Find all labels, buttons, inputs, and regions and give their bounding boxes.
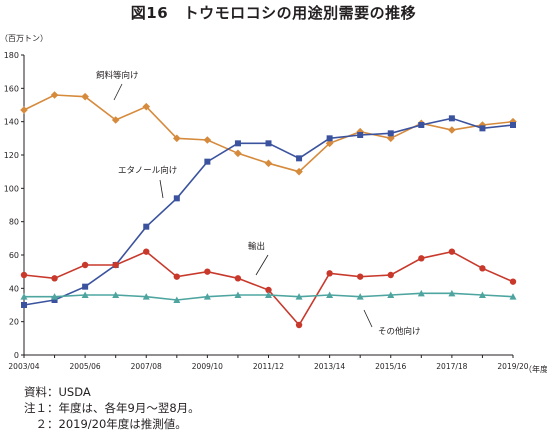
data-point-circle — [112, 261, 119, 269]
series-label: 輸出 — [248, 241, 265, 252]
data-point-triangle — [203, 293, 211, 300]
x-tick-label: 2017/18 — [436, 362, 467, 371]
y-tick-label: 0 — [14, 351, 19, 360]
series-label: エタノール向け — [118, 165, 177, 176]
data-point-circle — [509, 278, 517, 285]
data-point-square — [418, 122, 425, 128]
data-point-square — [387, 130, 394, 137]
data-point-triangle — [295, 293, 303, 300]
x-tick-label: 2011/12 — [253, 362, 284, 371]
x-tick-label: 2013/14 — [314, 362, 345, 371]
data-point-triangle — [265, 291, 272, 298]
data-point-triangle — [326, 291, 334, 298]
data-point-square — [143, 223, 150, 230]
series-label-leader — [159, 179, 164, 199]
y-tick-label: 40 — [9, 284, 19, 293]
data-point-diamond — [448, 126, 456, 134]
data-point-diamond — [386, 134, 395, 143]
y-axis-title: （百万トン） — [0, 34, 48, 43]
data-point-diamond — [325, 139, 334, 148]
data-point-circle — [234, 275, 242, 282]
data-point-circle — [356, 273, 364, 280]
data-point-diamond — [295, 167, 303, 176]
chart-title: 図16 トウモロコシの用途別需要の推移 — [130, 4, 417, 22]
data-point-triangle — [448, 289, 456, 297]
y-tick-label: 60 — [9, 251, 19, 260]
data-point-diamond — [142, 102, 151, 111]
data-point-square — [51, 297, 58, 303]
data-point-circle — [448, 248, 456, 255]
data-point-square — [510, 122, 516, 128]
data-point-square — [296, 155, 303, 162]
data-point-square — [326, 135, 333, 142]
y-tick-label: 80 — [9, 218, 19, 227]
x-tick-label: 2015/16 — [375, 362, 406, 371]
data-point-square — [479, 125, 486, 132]
data-point-circle — [418, 255, 425, 262]
data-point-triangle — [478, 291, 486, 298]
fiscal-year-note: 注１：年度は、各年9月～翌8月。 — [24, 401, 200, 415]
data-point-circle — [143, 248, 150, 255]
y-tick-label: 140 — [4, 118, 19, 127]
y-tick-label: 180 — [4, 51, 19, 60]
data-point-triangle — [81, 291, 89, 298]
data-point-square — [82, 283, 89, 290]
x-tick-label: 2003/04 — [8, 362, 39, 371]
data-point-square — [21, 302, 27, 308]
y-tick-label: 120 — [4, 151, 19, 160]
x-tick-label: 2007/08 — [131, 362, 162, 371]
data-point-triangle — [387, 291, 395, 298]
data-point-square — [234, 140, 241, 147]
y-tick-label: 160 — [4, 84, 19, 93]
data-point-circle — [265, 286, 272, 294]
y-tick-label: 100 — [4, 184, 19, 193]
data-point-square — [448, 115, 455, 122]
data-point-diamond — [234, 149, 242, 158]
data-point-diamond — [173, 134, 181, 143]
data-point-square — [204, 158, 211, 165]
series-label-leader — [363, 309, 373, 328]
data-point-triangle — [417, 289, 425, 297]
data-point-triangle — [356, 293, 364, 300]
data-point-diamond — [111, 116, 120, 124]
data-point-diamond — [81, 92, 89, 101]
data-point-triangle — [20, 293, 28, 300]
data-point-square — [357, 132, 364, 138]
line-chart: 0 20 40 60 80 100 120 140 160 180 2003/04 2005/06 20… — [0, 34, 547, 374]
data-point-diamond — [50, 91, 59, 99]
chart-notes: 資料：USDA 注１：年度は、各年9月～翌8月。 ２：2019/20年度は推測値… — [24, 384, 200, 432]
data-point-triangle — [112, 291, 120, 298]
data-point-circle — [204, 268, 211, 275]
source-note: 資料：USDA — [24, 385, 91, 399]
data-point-diamond — [264, 159, 273, 168]
data-point-circle — [387, 271, 394, 279]
data-point-triangle — [234, 291, 242, 298]
data-point-square — [265, 140, 272, 147]
x-tick-label: 2019/20 — [497, 362, 528, 371]
data-point-circle — [20, 271, 28, 279]
series-label: その他向け — [378, 326, 421, 337]
estimate-note: ２：2019/20年度は推測値。 — [24, 417, 187, 431]
x-tick-label: 2009/10 — [192, 362, 223, 371]
x-axis-title: （年度） — [524, 364, 547, 374]
data-point-triangle — [173, 296, 181, 303]
data-point-triangle — [142, 293, 150, 300]
data-point-diamond — [203, 136, 212, 144]
series-label: 飼料等向け — [96, 70, 139, 81]
data-point-circle — [479, 265, 486, 272]
data-point-circle — [295, 321, 303, 329]
y-tick-label: 20 — [9, 318, 19, 327]
data-point-triangle — [509, 293, 517, 300]
data-point-triangle — [51, 293, 59, 300]
data-point-circle — [51, 275, 58, 282]
data-point-circle — [81, 261, 89, 269]
data-point-circle — [326, 270, 333, 277]
data-point-square — [173, 195, 180, 202]
series-label-leader — [113, 83, 123, 101]
series-label-leader — [255, 254, 269, 276]
data-point-diamond — [20, 106, 28, 114]
x-tick-label: 2005/06 — [70, 362, 101, 371]
data-point-circle — [173, 273, 181, 280]
